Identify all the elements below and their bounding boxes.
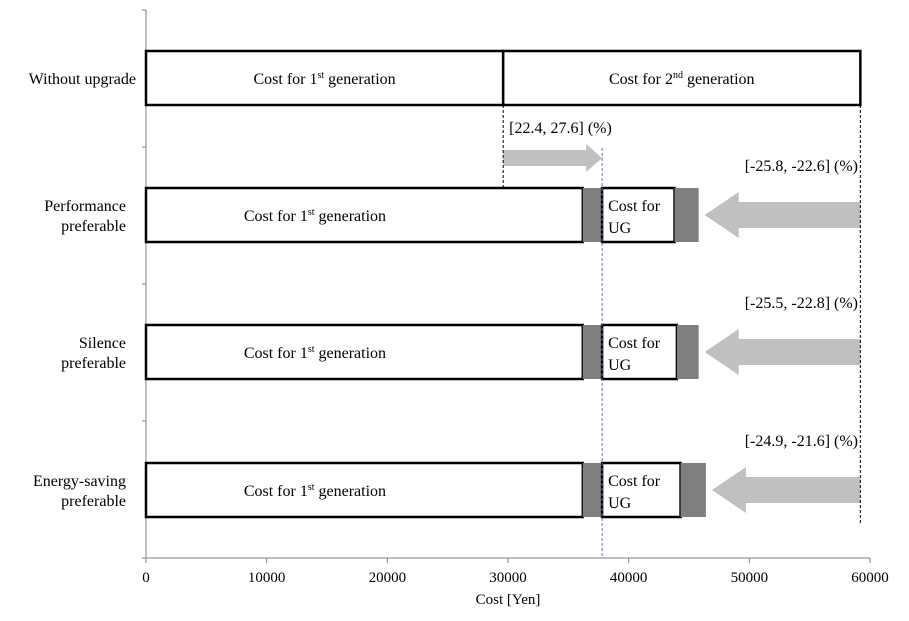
range-segment [582,463,603,517]
gen1-label: Cost for 1st generation [244,207,386,225]
range-label: [-25.5, -22.8] (%) [745,295,858,312]
increase-label: [22.4, 27.6] (%) [509,120,612,137]
reduction-arrow [711,467,861,513]
category-label: Without upgrade [29,71,136,88]
gen1-bar [144,323,585,381]
x-tick-label: 40000 [610,570,648,586]
range-label: [-24.9, -21.6] (%) [745,433,858,450]
category-label: preferable [61,218,126,235]
ug-label-line2: UG [608,357,632,374]
ug-label-line2: UG [608,495,632,512]
category-label: Energy-saving [33,473,126,490]
reduction-arrow [704,192,861,238]
range-segment [582,188,603,242]
ug-bar [600,461,682,519]
x-tick-label: 60000 [851,570,889,586]
reduction-arrow [704,329,861,375]
range-segment [676,325,699,379]
increase-arrow [503,144,603,172]
x-axis-label: Cost [Yen] [476,592,541,608]
x-tick-label: 10000 [248,570,286,586]
range-segment [674,188,699,242]
ug-label-line1: Cost for [608,473,661,490]
gen2-label: Cost for 2nd generation [609,70,755,88]
gen2-bar [501,49,862,107]
range-segment [680,463,706,517]
gen1-label: Cost for 1st generation [253,70,395,88]
gen1-bar [144,186,585,244]
ug-label-line1: Cost for [608,198,661,215]
gen1-label: Cost for 1st generation [244,482,386,500]
range-segment [582,325,603,379]
x-tick-label: 20000 [369,570,407,586]
ug-label-line1: Cost for [608,335,661,352]
category-label: preferable [61,355,126,372]
category-label: Performance [44,198,126,215]
range-label: [-25.8, -22.6] (%) [745,158,858,175]
gen1-label: Cost for 1st generation [244,344,386,362]
gen1-bar [144,461,585,519]
category-label: preferable [61,493,126,510]
x-tick-label: 30000 [489,570,527,586]
ug-bar [600,186,676,244]
x-tick-label: 50000 [731,570,769,586]
ug-label-line2: UG [608,220,632,237]
category-label: Silence [79,335,126,352]
x-tick-label: 0 [142,570,150,586]
